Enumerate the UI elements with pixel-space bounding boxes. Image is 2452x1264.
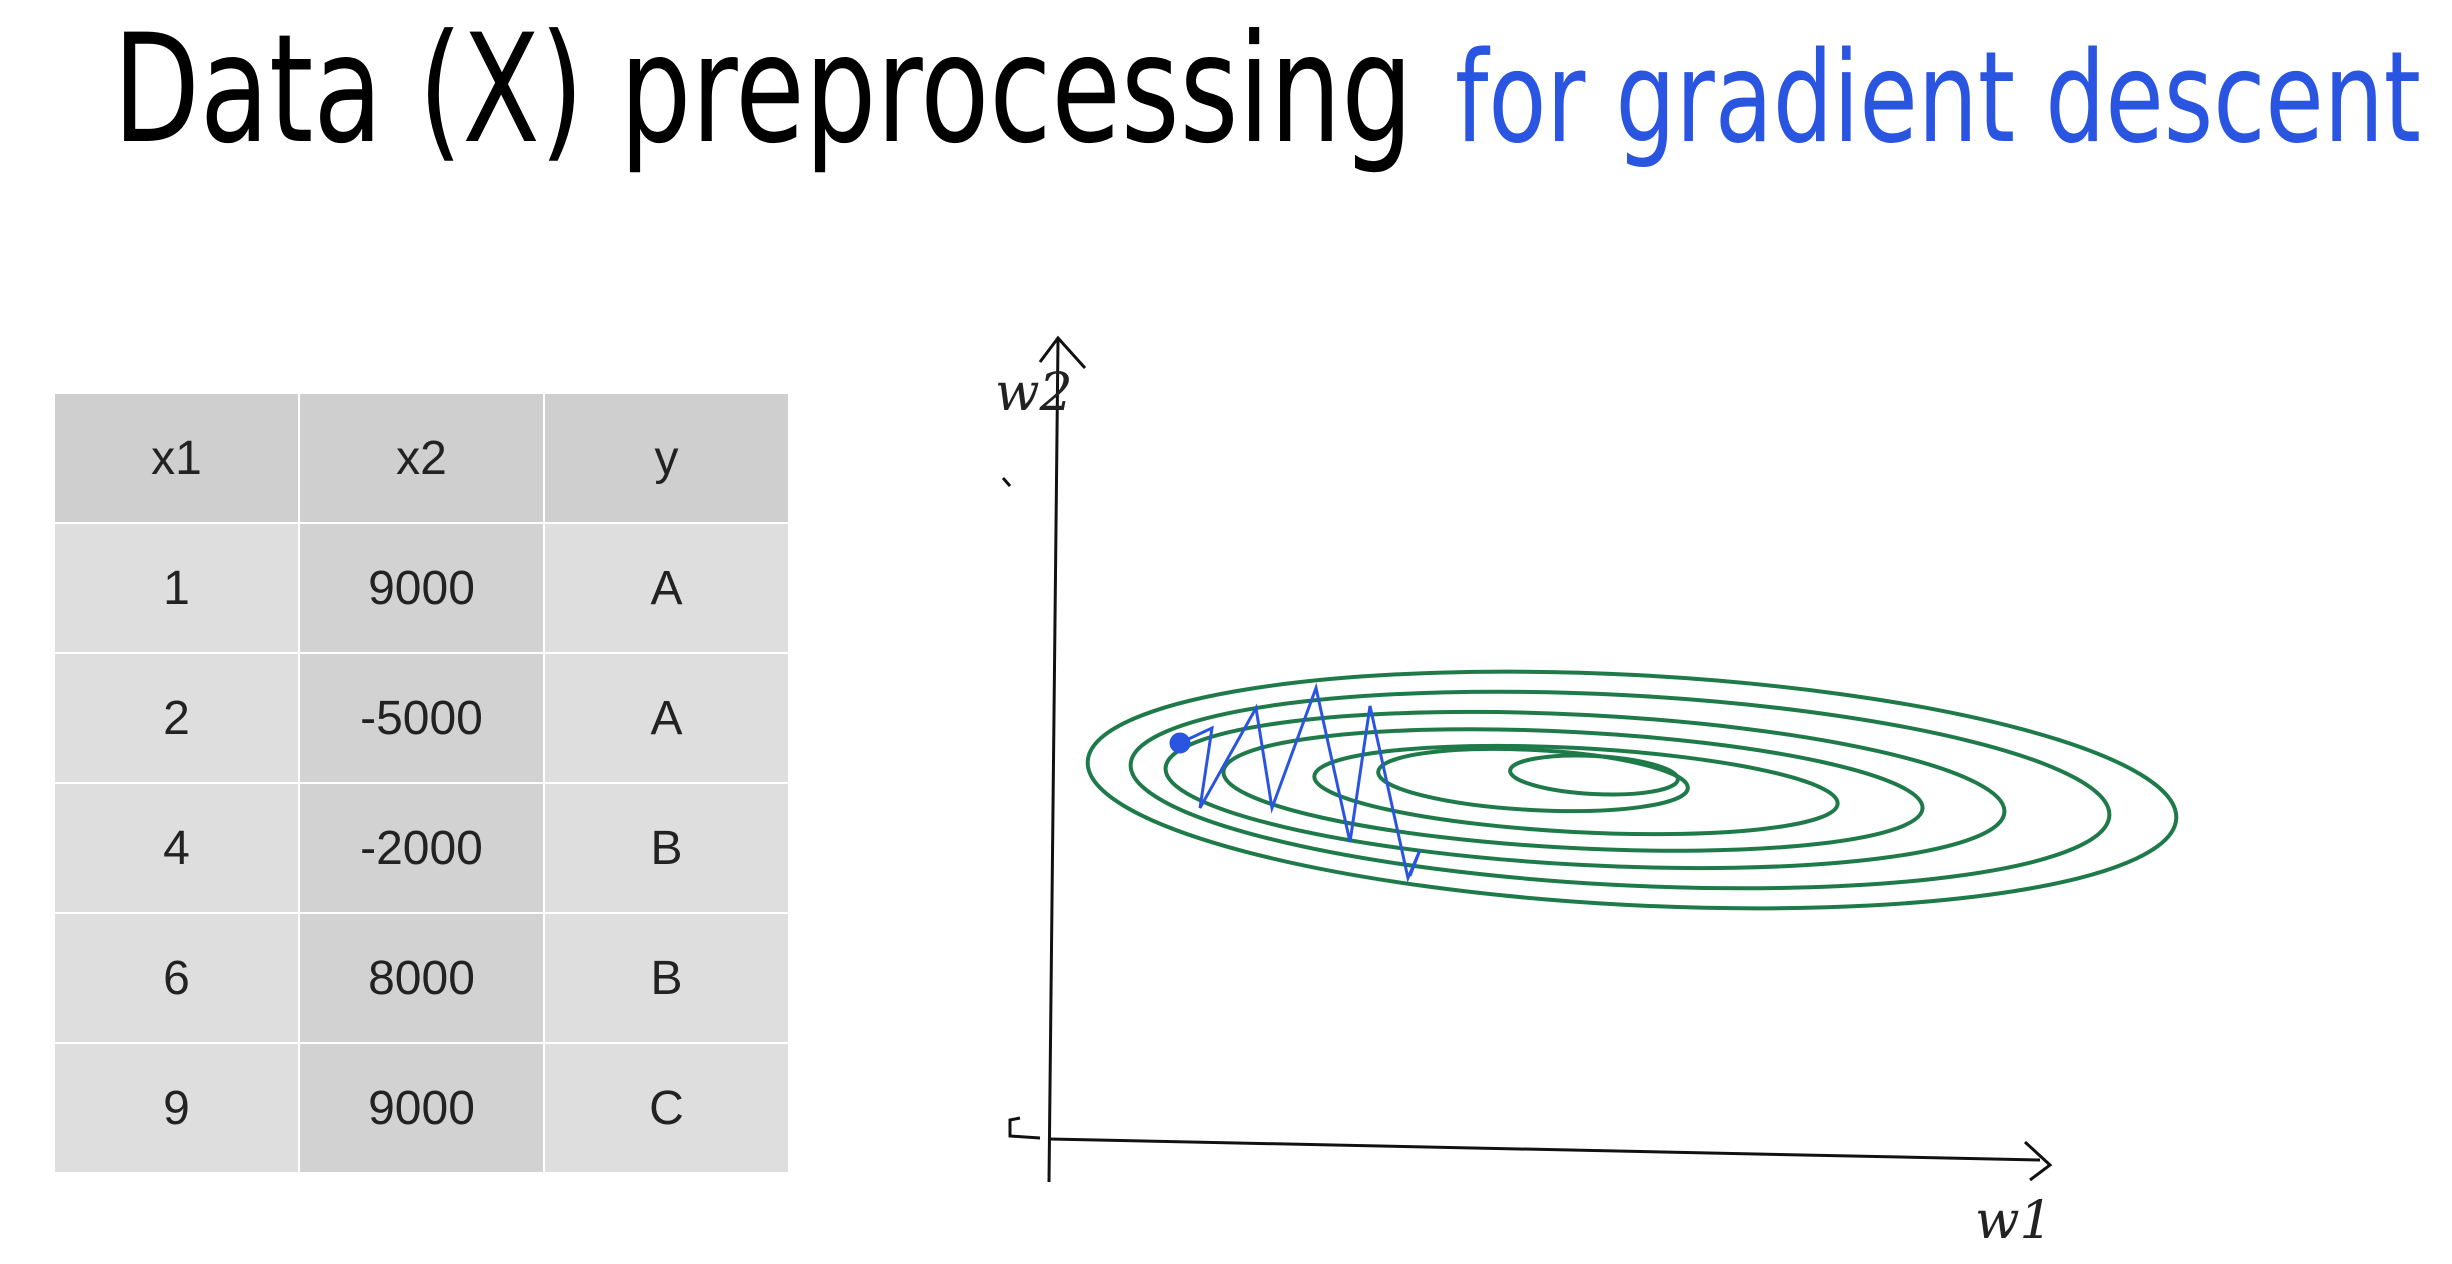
title-highlight: for gradient descent	[1455, 24, 2421, 171]
contour	[1221, 727, 1925, 853]
table-cell: -2000	[300, 784, 545, 914]
table-cell: C	[545, 1044, 790, 1174]
y-axis-label: w2	[995, 363, 1073, 423]
table-cell: 9	[55, 1044, 300, 1174]
table-cell: A	[545, 524, 790, 654]
table-cell: 2	[55, 654, 300, 784]
table-cell: 1	[55, 524, 300, 654]
table-cell: B	[545, 784, 790, 914]
contour	[1312, 743, 1840, 837]
y-arrow	[1038, 335, 1087, 370]
axes	[1001, 335, 2053, 1183]
zigzag	[1179, 682, 1422, 883]
contours	[1085, 669, 2179, 911]
contour	[1085, 669, 2179, 911]
table-cell: 8000	[300, 914, 545, 1044]
table-cell: B	[545, 914, 790, 1044]
table-cell: -5000	[300, 654, 545, 784]
header-cell: y	[545, 394, 790, 524]
tick-scribble	[1001, 477, 1012, 487]
y-axis	[1047, 339, 1060, 1183]
table-cell: 6	[55, 914, 300, 1044]
title-main: Data (X) preprocessing	[113, 3, 1413, 177]
contour	[1163, 709, 2007, 871]
data-table: x1 x2 y 1 9000 A 2 -5000 A 4 -2000 B 6 8000 B 9 9000 C	[55, 394, 790, 1174]
header-cell: x2	[300, 394, 545, 524]
x-axis	[1049, 1137, 2041, 1162]
contour	[1376, 746, 1690, 814]
table-cell: 4	[55, 784, 300, 914]
header-cell: x1	[55, 394, 300, 524]
x-arrow	[2023, 1140, 2053, 1182]
table-cell: A	[545, 654, 790, 784]
descent-path	[1169, 682, 1422, 883]
table-cell: 9000	[300, 524, 545, 654]
contour	[1128, 689, 2112, 891]
origin-scribble	[1008, 1116, 1041, 1140]
contour	[1508, 753, 1680, 797]
table-cell: 9000	[300, 1044, 545, 1174]
x-axis-label: w1	[1975, 1191, 2053, 1251]
